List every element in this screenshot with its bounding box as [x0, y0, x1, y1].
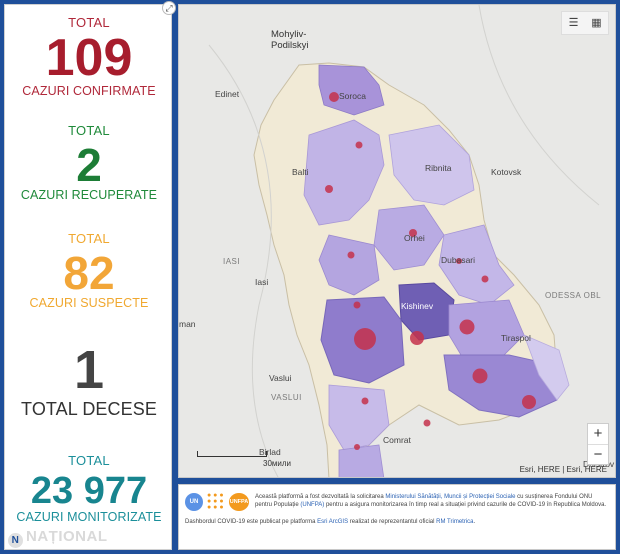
place-edinet: Edinet — [215, 89, 240, 99]
publisher-text-1: Dashbordul COVID-19 este publicat pe pla… — [185, 519, 316, 525]
map-view[interactable]: Mohyliv- Podilskyi Edinet Soroca Balti R… — [178, 4, 616, 478]
district-soroca — [318, 64, 385, 116]
place-ribnita: Ribnita — [425, 163, 452, 173]
deaths-caption: TOTAL DECESE — [21, 399, 157, 419]
place-man: man — [179, 319, 196, 329]
place-comrat: Comrat — [383, 435, 411, 445]
expand-icon[interactable]: ⤢ — [162, 1, 176, 15]
place-tiraspol: Tiraspol — [501, 333, 531, 343]
marker-nisporeni — [353, 301, 361, 309]
scale-label: 30мили — [263, 459, 292, 468]
marker-drochia — [355, 141, 363, 149]
district-east — [438, 224, 515, 306]
monitored-cases-stat: TOTAL 23 977 CAZURI MONITORIZATE — [5, 453, 173, 524]
suspected-caption: CAZURI SUSPECTE — [29, 296, 149, 310]
district-south-west — [328, 384, 390, 451]
marker-anenii — [459, 319, 475, 335]
place-mohyliv: Mohyliv- — [271, 29, 307, 40]
marker-criuleni — [481, 275, 489, 283]
recovered-caption: CAZURI RECUPERATE — [20, 188, 158, 202]
marker-soroca — [329, 92, 339, 102]
deaths-stat: 1 TOTAL DECESE — [5, 343, 173, 420]
monitored-total-label: TOTAL — [68, 453, 110, 468]
publisher-text-3: . — [473, 519, 476, 525]
recovered-cases-stat: TOTAL 2 CAZURI RECUPERATE — [5, 123, 173, 202]
suspected-cases-stat: TOTAL 82 CAZURI SUSPECTE — [5, 231, 173, 310]
marker-orhei — [409, 229, 417, 237]
info-panel: UN ● ● ● ● ● ● ● ● ● UNFPA Această platfor… — [178, 484, 616, 550]
place-orhei: Orhei — [404, 233, 425, 243]
trimetrica-link[interactable]: RM Trimetrica — [436, 519, 474, 525]
list-icon[interactable]: ☰ — [568, 17, 579, 29]
info-publisher: Dashbordul COVID-19 este publicat pe pla… — [185, 519, 605, 525]
info-text-1: Această platformă a fost dezvoltată la s… — [255, 494, 384, 500]
district-ribnita — [388, 124, 475, 206]
marker-south — [354, 444, 360, 450]
place-vaslui-region: VASLUI — [271, 393, 302, 402]
marker-ungheni — [354, 328, 376, 350]
grid-icon[interactable]: ▦ — [591, 17, 602, 29]
suspected-count: 82 — [63, 247, 115, 299]
confirmed-count: 109 — [45, 29, 133, 87]
info-text-2: cu susținerea Fondului ONU pentru Popula… — [255, 494, 593, 508]
place-dubasari: Dubasari — [441, 255, 476, 265]
place-soroca: Soroca — [339, 91, 366, 101]
place-iasi: Iasi — [255, 277, 269, 287]
district-north — [303, 119, 385, 226]
info-text-3: pentru a asigura monitorizarea în timp r… — [325, 502, 607, 508]
esri-link[interactable]: Esri ArcGIS — [317, 519, 349, 525]
monitored-caption: CAZURI MONITORIZATE — [16, 510, 162, 524]
scale-bar — [197, 451, 267, 457]
district-south — [338, 444, 385, 477]
confirmed-total-label: TOTAL — [68, 15, 110, 30]
marker-comrat — [423, 419, 431, 427]
dots-logo-icon: ● ● ● ● ● ● ● ● ● — [207, 492, 224, 511]
place-podilskyi: Podilskyi — [271, 40, 309, 51]
place-kishinev: Kishinev — [401, 301, 434, 311]
confirmed-caption: CAZURI CONFIRMATE — [22, 84, 156, 98]
district-center-west — [318, 234, 380, 296]
deaths-count: 1 — [73, 340, 105, 400]
confirmed-cases-stat: TOTAL 109 CAZURI CONFIRMATE — [5, 15, 173, 98]
marker-telenesti — [347, 251, 355, 259]
marker-balti — [325, 185, 333, 193]
marker-dubasari — [456, 258, 462, 264]
ministry-link[interactable]: Ministerului Sănătății, Muncii și Protec… — [385, 494, 516, 500]
recovered-total-label: TOTAL — [68, 123, 110, 138]
watermark-logo-icon: N — [8, 533, 23, 548]
suspected-total-label: TOTAL — [68, 231, 110, 246]
marker-stefan-voda — [522, 395, 536, 409]
marker-cimislia — [361, 397, 369, 405]
unfpa-link[interactable]: (UNFPA) — [300, 502, 325, 508]
place-balti: Balti — [292, 167, 309, 177]
partner-logos: UN ● ● ● ● ● ● ● ● ● UNFPA — [185, 492, 249, 511]
map-attribution[interactable]: Esri, HERE | Esri, HERE — [519, 465, 607, 474]
zoom-in-button[interactable]: + — [593, 425, 603, 442]
unfpa-logo-icon: UNFPA — [229, 493, 249, 511]
monitored-count: 23 977 — [30, 470, 148, 512]
info-description: Această platformă a fost dezvoltată la s… — [255, 493, 609, 509]
place-vaslui: Vaslui — [269, 373, 292, 383]
watermark: N NAȚIONAL — [8, 528, 108, 548]
recovered-count: 2 — [76, 139, 102, 191]
publisher-text-2: realizat de reprezentantul oficial — [349, 519, 435, 525]
watermark-text: NAȚIONAL — [26, 528, 108, 545]
place-iasi-region: IASI — [223, 257, 241, 266]
marker-causeni — [472, 368, 488, 384]
map-toolbar: ☰ ▦ — [561, 11, 609, 35]
zoom-control: + − — [587, 423, 609, 465]
place-odessa: ODESSA OBL — [545, 291, 602, 300]
stats-panel: TOTAL 109 CAZURI CONFIRMATE TOTAL 2 CAZU… — [4, 4, 172, 550]
marker-kishinev — [410, 331, 424, 345]
district-odessa-edge — [523, 334, 570, 401]
un-logo-icon: UN — [185, 493, 203, 511]
zoom-out-button[interactable]: − — [588, 444, 608, 464]
map-canvas — [208, 5, 600, 477]
place-kotovsk: Kotovsk — [491, 167, 522, 177]
place-birlad: Birlad — [259, 447, 281, 457]
